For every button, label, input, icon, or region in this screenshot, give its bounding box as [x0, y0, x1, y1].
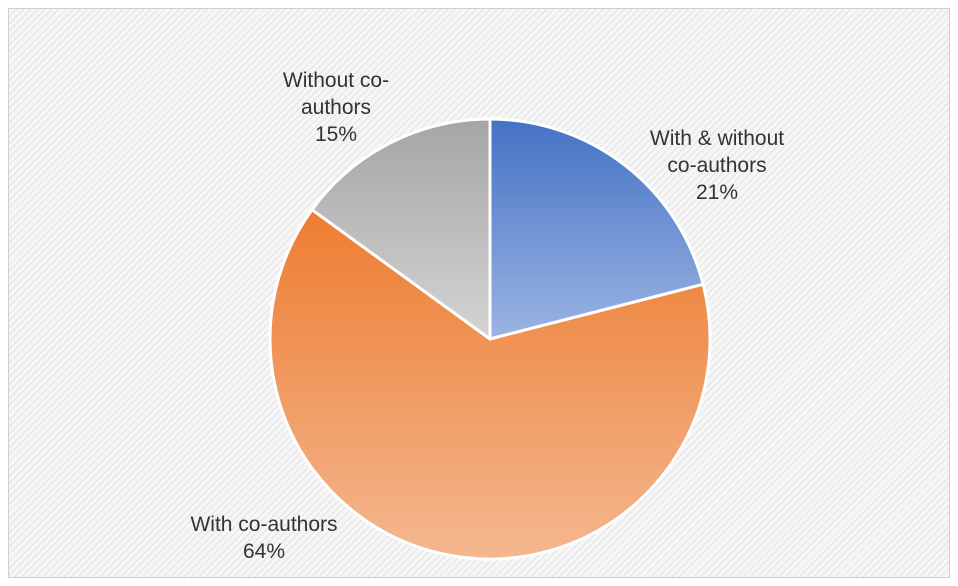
chart-area: With & without co-authors 21% With co-au… — [8, 8, 950, 578]
pie-slice-with-and-without — [488, 117, 705, 341]
slice-label-with-and-without: With & without co-authors 21% — [627, 125, 807, 206]
slice-label-line: authors — [300, 96, 372, 119]
slice-percent: 15% — [314, 123, 358, 146]
slice-label-line: co-authors — [667, 154, 767, 177]
slice-label-with-coauthors: With co-authors 64% — [164, 511, 364, 565]
slice-percent: 21% — [695, 181, 739, 204]
slice-label-line: Without co- — [282, 69, 390, 92]
pie-slice-without-coauthors — [310, 117, 492, 341]
pie-slice-with-coauthors — [268, 208, 712, 561]
slice-label-line: With co-authors — [190, 513, 338, 536]
slice-label-line: With & without — [649, 127, 785, 150]
pie-chart — [268, 117, 712, 561]
slice-label-without-coauthors: Without co- authors 15% — [261, 67, 411, 148]
slice-percent: 64% — [242, 540, 286, 563]
